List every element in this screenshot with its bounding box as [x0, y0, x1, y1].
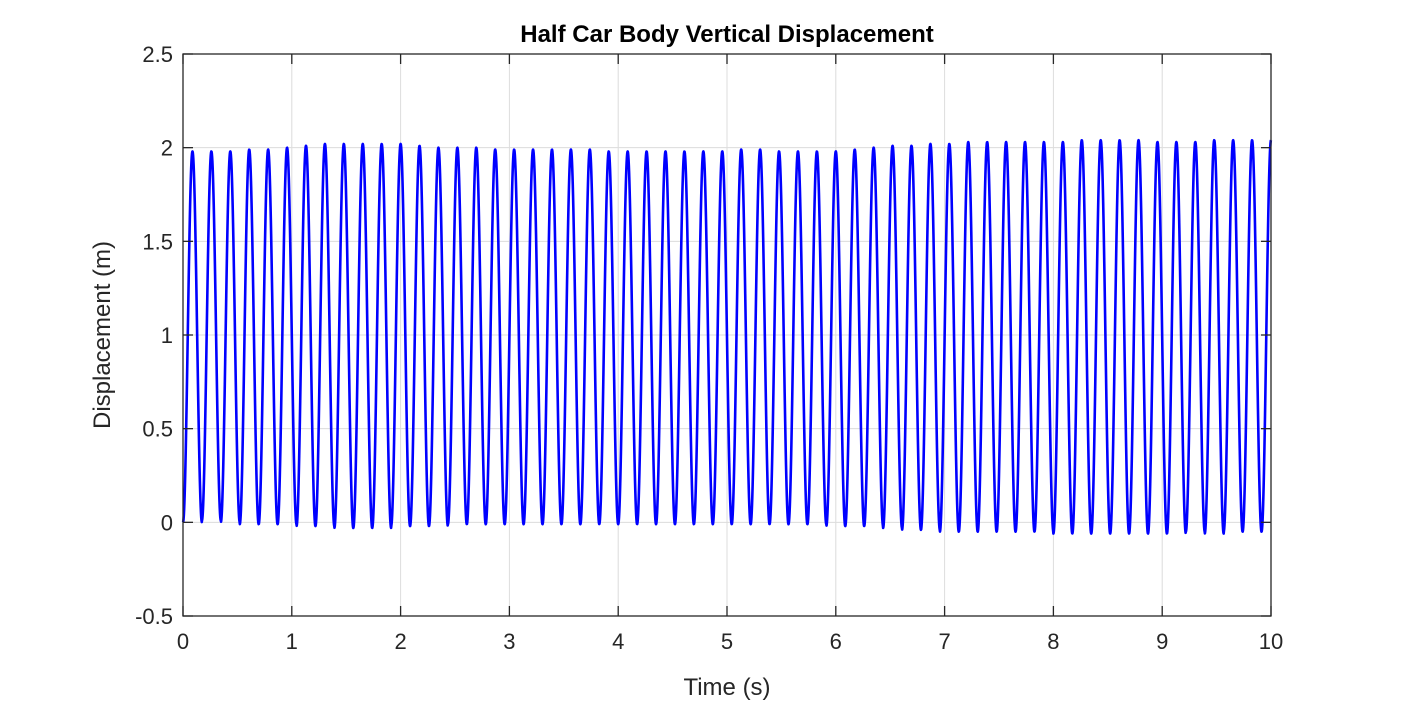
x-axis-label: Time (s) [683, 674, 770, 701]
y-tick-label: -0.5 [135, 604, 173, 629]
x-tick-label: 4 [612, 629, 624, 654]
x-tick-label: 0 [177, 629, 189, 654]
x-tick-label: 5 [721, 629, 733, 654]
x-tick-label: 1 [286, 629, 298, 654]
x-tick-label: 6 [830, 629, 842, 654]
x-tick-label: 9 [1156, 629, 1168, 654]
y-tick-label: 1 [161, 323, 173, 348]
y-tick-label: 0.5 [142, 417, 173, 442]
y-tick-label: 2.5 [142, 42, 173, 67]
x-tick-label: 3 [503, 629, 515, 654]
series-layer [181, 138, 1273, 535]
chart-title: Half Car Body Vertical Displacement [520, 21, 933, 48]
x-tick-label: 8 [1047, 629, 1059, 654]
y-axis-label: Displacement (m) [89, 241, 116, 429]
series-line-0 [181, 138, 1273, 535]
y-tick-label: 0 [161, 510, 173, 535]
y-tick-label: 1.5 [142, 229, 173, 254]
ticks: 0 1 2 3 4 5 6 7 8 9 10-0.500.511.522.5 [135, 42, 1283, 654]
x-tick-label: 2 [394, 629, 406, 654]
x-tick-label: 10 [1259, 629, 1283, 654]
y-tick-label: 2 [161, 136, 173, 161]
x-tick-label: 7 [938, 629, 950, 654]
